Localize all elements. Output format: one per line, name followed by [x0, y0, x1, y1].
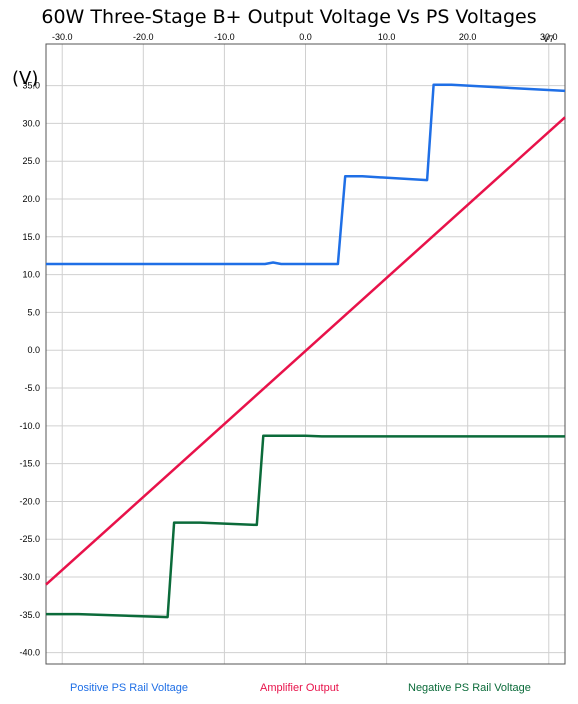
- x-tick-label: 0.0: [299, 32, 312, 42]
- y-tick-label: -10.0: [19, 421, 40, 431]
- y-tick-label: 15.0: [22, 232, 40, 242]
- legend-entry-negative-rail: Negative PS Rail Voltage: [408, 682, 531, 694]
- y-tick-label: -35.0: [19, 610, 40, 620]
- y-tick-label: 0.0: [27, 345, 40, 355]
- y-axis-unit-label: (V): [12, 68, 39, 89]
- x-tick-label: -30.0: [52, 32, 73, 42]
- y-tick-labels: 35.0 30.0 25.0 20.0 15.0 10.0 5.0 0.0 -5.0 -10.0 -…: [19, 81, 40, 658]
- y-tick-label: -30.0: [19, 572, 40, 582]
- series-line-0: [46, 83, 566, 266]
- y-tick-label: -15.0: [19, 459, 40, 469]
- x-axis-variable-label: V7: [542, 34, 554, 44]
- legend-entry-amplifier-output: Amplifier Output: [260, 682, 339, 694]
- x-tick-label: 20.0: [459, 32, 477, 42]
- series-line-1: [45, 116, 566, 586]
- y-tick-label: -40.0: [19, 648, 40, 658]
- series-line-2: [46, 434, 565, 619]
- grid: [46, 44, 565, 664]
- y-tick-label: 20.0: [22, 194, 40, 204]
- series-lines: [45, 83, 566, 619]
- y-tick-label: -20.0: [19, 496, 40, 506]
- y-tick-label: 25.0: [22, 156, 40, 166]
- y-tick-label: 30.0: [22, 118, 40, 128]
- x-tick-label: 10.0: [378, 32, 396, 42]
- plot-frame: [45, 43, 566, 665]
- x-tick-label: -20.0: [133, 32, 154, 42]
- y-tick-label: 35.0: [22, 81, 40, 91]
- y-tick-label: 5.0: [27, 307, 40, 317]
- chart-title: 60W Three-Stage B+ Output Voltage Vs PS …: [41, 6, 537, 28]
- x-tick-labels: -30.0 -20.0 -10.0 0.0 10.0 20.0 30.0: [52, 32, 558, 42]
- x-tick-label: 30.0: [540, 32, 558, 42]
- legend-entry-positive-rail: Positive PS Rail Voltage: [70, 682, 189, 694]
- y-tick-label: 10.0: [22, 270, 40, 280]
- x-tick-label: -10.0: [214, 32, 235, 42]
- y-tick-label: -5.0: [24, 383, 40, 393]
- y-tick-label: -25.0: [19, 534, 40, 544]
